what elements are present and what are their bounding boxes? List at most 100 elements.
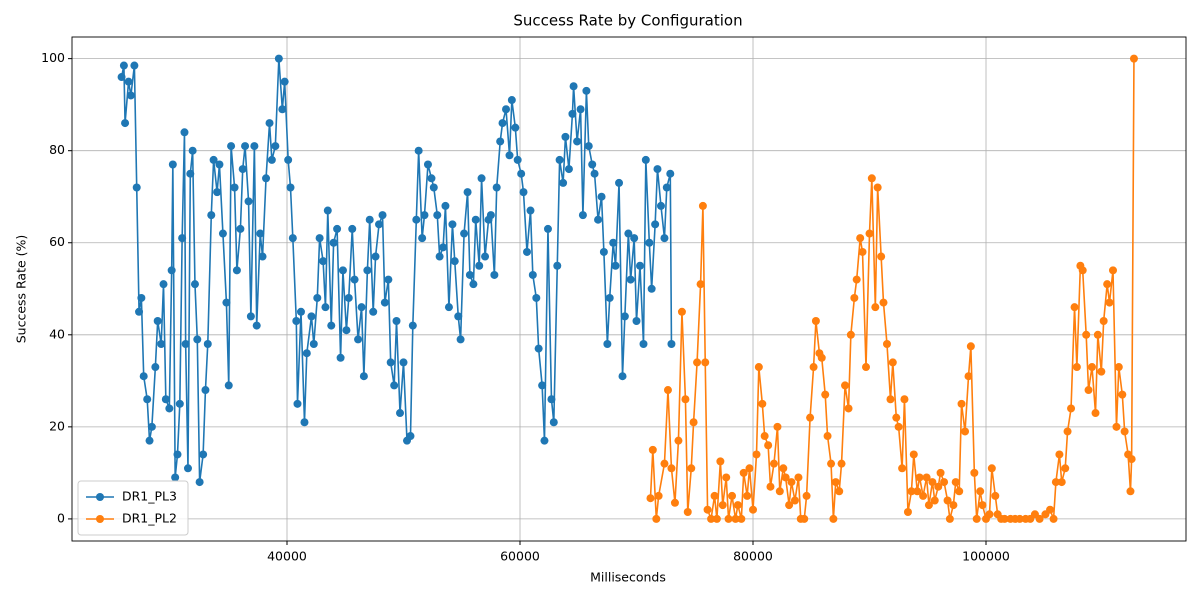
data-point <box>1088 363 1097 372</box>
data-point <box>728 491 737 500</box>
data-point <box>1108 266 1117 275</box>
data-point <box>654 491 663 500</box>
data-point <box>930 496 939 505</box>
data-point <box>907 487 916 496</box>
data-point <box>354 335 363 344</box>
data-point <box>456 335 465 344</box>
data-point <box>871 303 880 312</box>
data-point <box>662 183 671 192</box>
data-point <box>327 321 336 330</box>
data-point <box>186 169 195 178</box>
data-point <box>288 234 297 243</box>
data-point <box>806 413 815 422</box>
data-point <box>576 105 585 114</box>
data-point <box>448 220 457 229</box>
data-point <box>386 358 395 367</box>
data-point <box>323 206 332 215</box>
data-point <box>492 183 501 192</box>
data-point <box>850 293 859 302</box>
data-point <box>207 211 216 220</box>
data-point <box>215 160 224 169</box>
data-point <box>844 404 853 413</box>
data-point <box>307 312 316 321</box>
data-point <box>689 418 698 427</box>
data-point <box>392 316 401 325</box>
legend: DR1_PL3 DR1_PL2 <box>77 480 189 536</box>
data-point <box>359 372 368 381</box>
data-point <box>656 201 665 210</box>
data-point <box>344 293 353 302</box>
data-point <box>641 155 650 164</box>
data-point <box>532 293 541 302</box>
data-point <box>564 165 573 174</box>
legend-label: DR1_PL2 <box>122 511 177 526</box>
data-point <box>882 340 891 349</box>
data-point <box>534 344 543 353</box>
data-point <box>232 266 241 275</box>
data-point <box>626 275 635 284</box>
data-point <box>145 436 154 445</box>
data-point <box>195 478 204 487</box>
data-point <box>888 358 897 367</box>
data-point <box>469 280 478 289</box>
data-point <box>135 307 144 316</box>
data-point <box>167 266 176 275</box>
data-point <box>553 261 562 270</box>
data-point <box>252 321 261 330</box>
data-point <box>181 340 190 349</box>
data-point <box>427 174 436 183</box>
data-point <box>652 514 661 523</box>
data-point <box>775 487 784 496</box>
data-point <box>660 459 669 468</box>
data-point <box>858 247 867 256</box>
data-point <box>724 514 733 523</box>
data-point <box>922 473 931 482</box>
data-point <box>1061 464 1070 473</box>
data-point <box>1127 455 1136 464</box>
data-point <box>873 183 882 192</box>
data-point <box>787 478 796 487</box>
data-point <box>519 188 528 197</box>
data-point <box>856 234 865 243</box>
data-point <box>498 119 507 128</box>
data-point <box>321 303 330 312</box>
data-point <box>831 478 840 487</box>
data-point <box>171 473 180 482</box>
data-point <box>444 303 453 312</box>
data-point <box>250 142 259 151</box>
data-point <box>739 468 748 477</box>
data-point <box>821 390 830 399</box>
data-point <box>898 464 907 473</box>
data-point <box>313 293 322 302</box>
data-point <box>241 142 250 151</box>
data-point <box>380 298 389 307</box>
data-point <box>707 514 716 523</box>
data-point <box>284 155 293 164</box>
data-point <box>940 478 949 487</box>
data-point <box>609 238 618 247</box>
data-point <box>157 340 166 349</box>
data-point <box>526 206 535 215</box>
x-tick-label: 60000 <box>500 549 540 564</box>
data-point <box>645 238 654 247</box>
data-point <box>811 316 820 325</box>
data-point <box>852 275 861 284</box>
data-point <box>435 252 444 261</box>
y-tick-label: 60 <box>49 234 65 249</box>
data-point <box>126 91 135 100</box>
data-point <box>433 211 442 220</box>
data-point <box>408 321 417 330</box>
data-point <box>966 342 975 351</box>
data-point <box>1091 409 1100 418</box>
data-point <box>718 501 727 510</box>
data-point <box>363 266 372 275</box>
data-point <box>132 183 141 192</box>
data-point <box>666 169 675 178</box>
data-point <box>945 514 954 523</box>
data-point <box>605 293 614 302</box>
data-point <box>193 335 202 344</box>
data-point <box>837 459 846 468</box>
data-point <box>496 137 505 146</box>
data-point <box>429 183 438 192</box>
